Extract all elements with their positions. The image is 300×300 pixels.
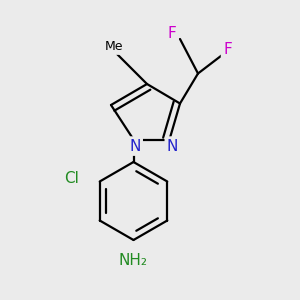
Text: N: N: [129, 139, 141, 154]
Text: F: F: [167, 26, 176, 40]
Text: Cl: Cl: [64, 171, 79, 186]
Text: Me: Me: [105, 40, 123, 53]
Text: NH₂: NH₂: [119, 253, 148, 268]
Text: F: F: [223, 42, 232, 57]
Text: N: N: [167, 139, 178, 154]
